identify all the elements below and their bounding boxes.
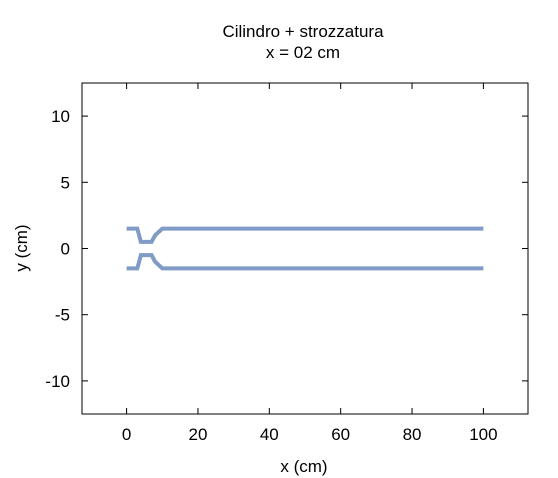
x-tick-label: 40	[260, 425, 279, 444]
chart-title: Cilindro + strozzatura	[222, 22, 384, 41]
y-axis-label: y (cm)	[12, 224, 31, 271]
x-tick-label: 20	[188, 425, 207, 444]
series-group	[126, 226, 484, 271]
y-tick-label: 5	[61, 173, 70, 192]
x-axis-label: x (cm)	[280, 457, 327, 476]
x-tick-label: 60	[331, 425, 350, 444]
plot-frame	[81, 82, 529, 415]
x-tick-label: 80	[403, 425, 422, 444]
chart-subtitle: x = 02 cm	[266, 43, 340, 62]
x-tick-label: 0	[122, 425, 131, 444]
x-tick-label: 100	[469, 425, 497, 444]
y-tick-label: 10	[51, 107, 70, 126]
y-tick-label: -10	[45, 372, 70, 391]
axis-ticks: 0 20 40 60 80 100 10 5 0 -5 -10	[45, 83, 528, 444]
series-line-1	[126, 226, 484, 244]
y-tick-label: -5	[55, 306, 70, 325]
series-line-2	[126, 253, 484, 271]
y-tick-label: 0	[61, 240, 70, 259]
